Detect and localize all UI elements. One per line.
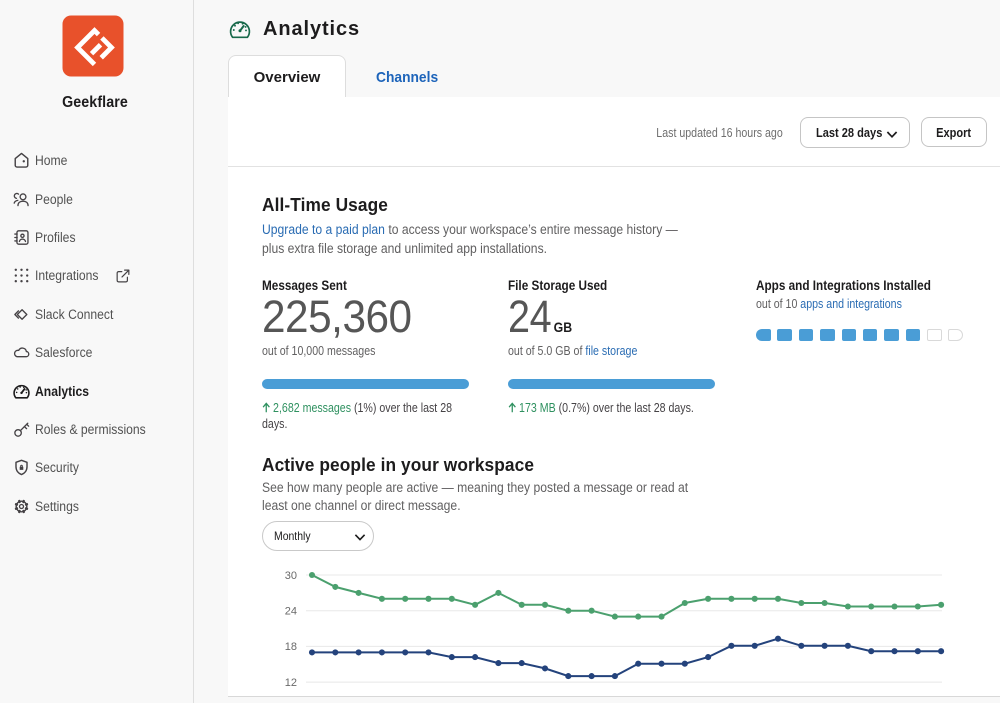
svg-text:12: 12	[285, 677, 297, 689]
svg-text:24: 24	[285, 606, 297, 618]
svg-text:18: 18	[285, 641, 297, 653]
svg-text:30: 30	[285, 570, 297, 582]
